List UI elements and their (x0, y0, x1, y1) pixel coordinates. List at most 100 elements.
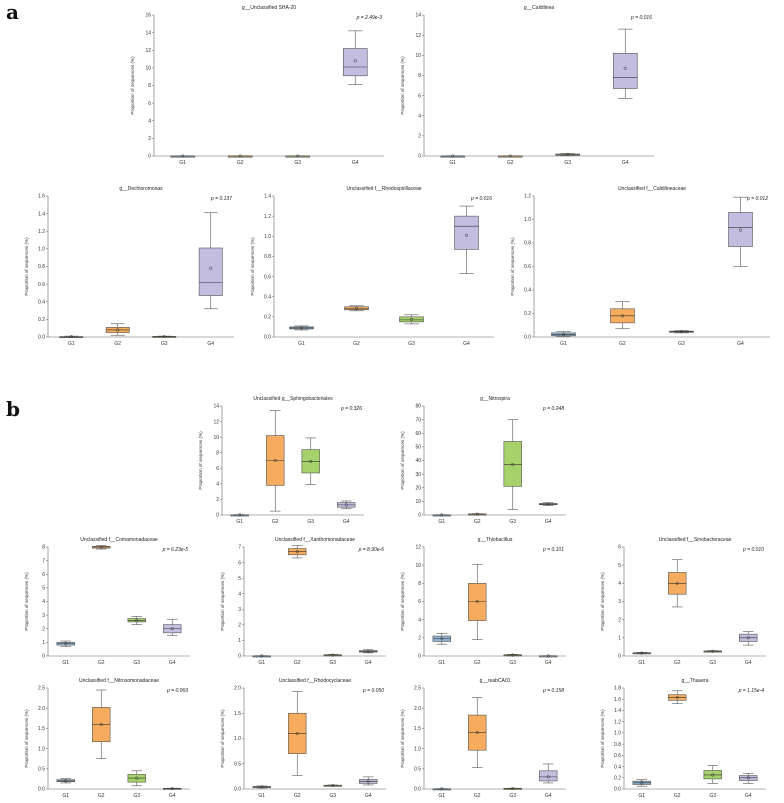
x-tick-label: G2 (474, 793, 481, 799)
mean-marker (675, 581, 679, 585)
box-G4 (612, 28, 638, 99)
y-tick-label: 10 (415, 53, 421, 59)
x-tick-label: G2 (294, 793, 301, 799)
y-tick-label: 6 (618, 545, 621, 551)
y-tick-label: 0 (238, 654, 241, 660)
box-chart-7: g__Nitrospira p = 0.248 Proportion of sequ… (398, 393, 572, 529)
mean-marker (64, 642, 68, 646)
y-tick-label: 0 (216, 513, 219, 519)
y-tick-label: 0.4 (614, 764, 621, 770)
y-tick-label: 80 (415, 404, 421, 410)
mean-marker (711, 773, 715, 777)
mean-marker (135, 776, 139, 780)
mean-marker (354, 306, 359, 310)
mean-marker (260, 654, 264, 658)
mean-marker (209, 266, 213, 270)
x-tick-label: G2 (272, 519, 279, 525)
mean-marker (546, 775, 550, 779)
y-axis-label: Proportion of sequences (%) (600, 572, 605, 631)
x-tick-label: G2 (619, 341, 626, 347)
mean-marker (440, 513, 444, 517)
y-tick-label: 70 (415, 417, 421, 423)
box-chart-1: g__Unclassified SHA-20 p = 2.49e-3 Proport… (128, 2, 390, 170)
box-chart-8: Unclassified f__Comamonadaceae p = 6.23e-… (22, 534, 196, 670)
y-tick-label: 7 (238, 545, 241, 551)
mean-marker (475, 512, 479, 516)
y-axis-label: Proportion of sequences (%) (24, 237, 29, 296)
y-axis-label: Proportion of sequences (%) (400, 56, 405, 115)
mean-marker (309, 459, 313, 463)
x-tick-label: G3 (329, 793, 336, 799)
y-tick-label: 1.2 (264, 214, 271, 220)
box-G1 (440, 154, 466, 158)
x-tick-label: G1 (62, 793, 69, 799)
mean-marker (366, 779, 370, 783)
p-value-label: p = 0.016 (630, 15, 652, 21)
x-tick-label: G2 (474, 519, 481, 525)
p-value-label: p = 0.012 (746, 196, 768, 202)
mean-marker (746, 776, 750, 780)
box-G4 (539, 502, 558, 506)
mean-marker (679, 330, 684, 334)
box-chart-9: Unclassified f__Xanthomonadaceae p = 8.90… (218, 534, 392, 670)
box-G2 (92, 545, 111, 550)
y-tick-label: 14 (213, 404, 219, 410)
chart-title: Unclassified f__Xanthomonadaceae (275, 537, 355, 543)
box-chart-14: g__reabCA01 p = 0.158 Proportion of sequen… (398, 675, 572, 803)
p-value-label: p = 0.137 (210, 196, 232, 202)
x-tick-label: G2 (98, 793, 105, 799)
box-G1 (56, 640, 75, 647)
x-tick-label: G1 (68, 341, 75, 347)
mean-marker (440, 637, 444, 641)
x-tick-label: G3 (329, 660, 336, 666)
y-tick-label: 1 (618, 636, 621, 642)
box-chart-3: g__Dechloromonas p = 0.137 Proportion of s… (22, 183, 240, 351)
y-tick-label: 10 (213, 435, 219, 441)
mean-marker (260, 785, 264, 789)
y-tick-label: 0.0 (414, 787, 421, 793)
y-tick-label: 0.8 (524, 241, 531, 247)
box-rect (198, 247, 223, 296)
chart-title: g__Unclassified SHA-20 (242, 5, 296, 11)
y-tick-label: 0 (42, 654, 45, 660)
chart-title: Unclassified f__Rhodospirillaceae (346, 186, 421, 192)
y-tick-label: 1.8 (614, 686, 621, 692)
box-G3 (503, 787, 522, 791)
mean-marker (746, 636, 750, 640)
x-tick-label: G2 (294, 660, 301, 666)
y-tick-label: 0.6 (264, 274, 271, 280)
box-G4 (454, 205, 479, 274)
chart-title: Unclassified f__Sinobacteraceae (659, 537, 732, 543)
mean-marker (640, 781, 644, 785)
y-tick-label: 30 (415, 472, 421, 478)
box-G1 (56, 778, 75, 784)
y-tick-label: 1.0 (414, 746, 421, 752)
y-tick-label: 5 (618, 563, 621, 569)
x-tick-label: G1 (179, 160, 186, 166)
x-tick-label: G4 (169, 660, 176, 666)
chart-title: g__Thiobacillus (478, 537, 513, 543)
mean-marker (511, 787, 515, 791)
chart-svg: g__Unclassified SHA-20 p = 2.49e-3 Proport… (130, 5, 384, 166)
box-G1 (551, 331, 576, 337)
mean-marker (440, 787, 444, 791)
x-tick-label: G1 (438, 793, 445, 799)
y-tick-label: 0 (418, 513, 421, 519)
x-tick-label: G1 (438, 519, 445, 525)
y-tick-label: 2 (148, 136, 151, 142)
x-tick-label: G1 (258, 793, 265, 799)
y-axis-label: Proportion of sequences (%) (220, 709, 225, 768)
y-tick-label: 5 (42, 586, 45, 592)
mean-marker (181, 154, 185, 158)
y-tick-label: 6 (418, 93, 421, 99)
x-tick-label: G3 (509, 660, 516, 666)
box-G1 (432, 513, 451, 517)
mean-marker (299, 326, 304, 330)
y-tick-label: 12 (415, 545, 421, 551)
mean-marker (273, 458, 277, 463)
y-tick-label: 10 (415, 499, 421, 505)
box-chart-4: Unclassified f__Rhodospirillaceae p = 0.0… (248, 183, 500, 351)
mean-marker (475, 730, 479, 734)
